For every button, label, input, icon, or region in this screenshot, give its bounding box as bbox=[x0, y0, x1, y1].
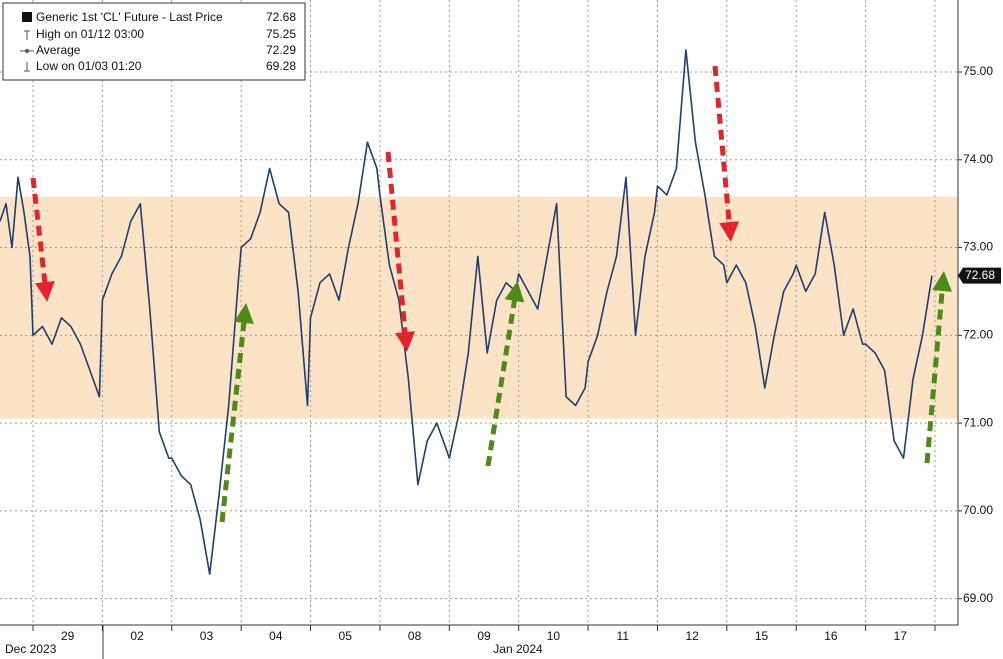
red-arrow bbox=[30, 177, 55, 302]
x-tick-label: 12 bbox=[685, 629, 699, 643]
y-tick-label: 75.00 bbox=[963, 64, 993, 78]
x-tick-label: 17 bbox=[894, 629, 908, 643]
y-tick-label: 74.00 bbox=[963, 152, 993, 166]
legend-label: Average bbox=[36, 43, 81, 57]
green-arrow bbox=[219, 303, 254, 523]
price-tag bbox=[958, 267, 1001, 284]
x-tick-label: 08 bbox=[408, 629, 422, 643]
x-tick-label: 16 bbox=[824, 629, 838, 643]
legend-value: 69.28 bbox=[266, 59, 296, 73]
legend: Generic 1st 'CL' Future - Last Price 72.… bbox=[2, 2, 306, 81]
legend-value: 72.68 bbox=[266, 10, 296, 24]
y-tick-label: 69.00 bbox=[963, 591, 993, 605]
legend-label: Generic 1st 'CL' Future - Last Price bbox=[36, 10, 223, 24]
x-tick-label: 10 bbox=[547, 629, 561, 643]
legend-swatch bbox=[22, 12, 32, 22]
y-tick-label: 72.00 bbox=[963, 327, 993, 341]
range-band bbox=[0, 196, 958, 419]
annotation-arrows bbox=[30, 65, 953, 523]
legend-label: High on 01/12 03:00 bbox=[36, 27, 144, 41]
price-line bbox=[0, 49, 933, 575]
legend-value: 72.29 bbox=[266, 43, 296, 57]
legend-label: Low on 01/03 01:20 bbox=[36, 59, 142, 73]
legend-icon bbox=[25, 49, 29, 53]
green-arrow bbox=[485, 281, 525, 467]
green-arrow bbox=[924, 271, 953, 464]
legend-value: 75.25 bbox=[266, 27, 296, 41]
legend-box bbox=[2, 2, 306, 81]
x-tick-label: 02 bbox=[130, 629, 144, 643]
x-period-label: Jan 2024 bbox=[493, 642, 543, 656]
x-tick-label: 11 bbox=[617, 629, 630, 643]
x-tick-label: 15 bbox=[755, 629, 769, 643]
x-period-label: Dec 2023 bbox=[5, 642, 57, 656]
y-tick-label: 70.00 bbox=[963, 503, 993, 517]
y-tick-label: 73.00 bbox=[963, 240, 993, 254]
x-tick-label: 03 bbox=[200, 629, 214, 643]
x-tick-label: 09 bbox=[477, 629, 491, 643]
x-tick-label: 29 bbox=[61, 629, 75, 643]
red-arrow bbox=[712, 65, 740, 242]
x-tick-label: 05 bbox=[339, 629, 353, 643]
x-tick-label: 04 bbox=[269, 629, 283, 643]
price-tag-label: 72.68 bbox=[965, 268, 995, 282]
y-tick-label: 71.00 bbox=[963, 415, 993, 429]
